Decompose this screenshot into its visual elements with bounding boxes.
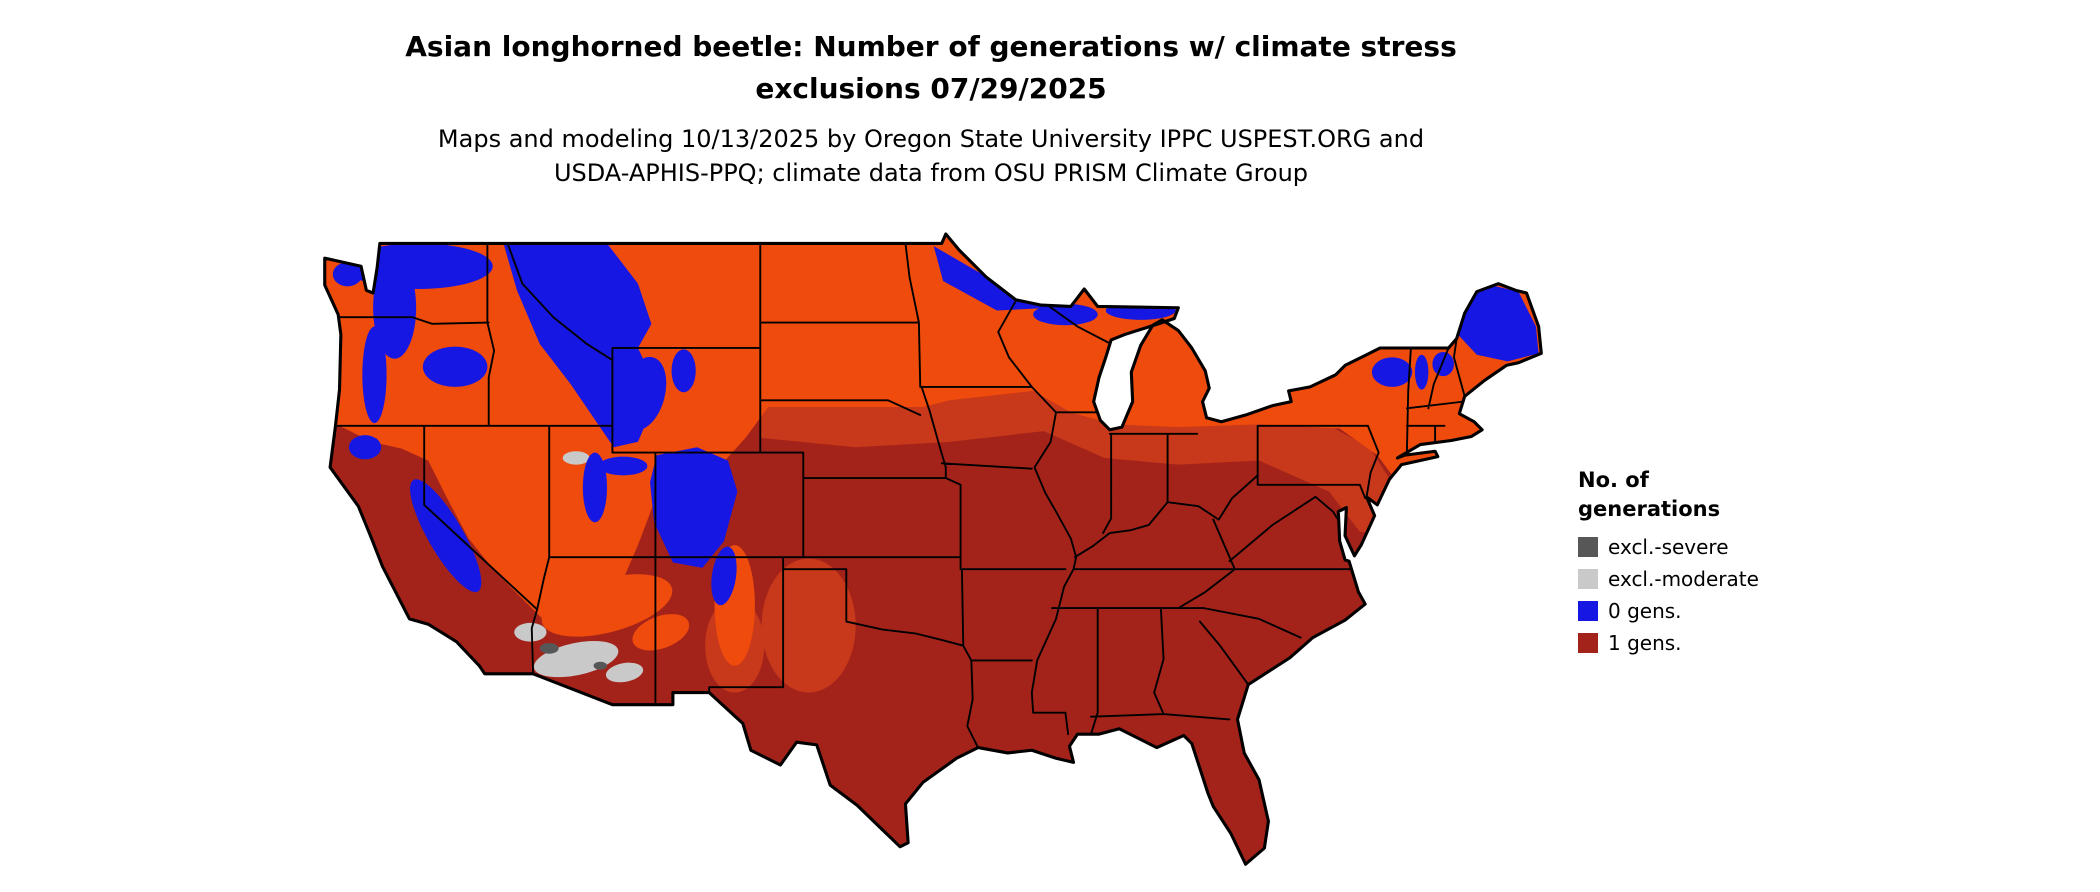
legend-swatch-zero-gens <box>1578 601 1598 621</box>
region-exclusion-severe <box>539 642 608 670</box>
legend-row-excl-moderate: excl.-moderate <box>1578 568 1838 590</box>
legend-label-zero-gens: 0 gens. <box>1608 599 1682 623</box>
title-line-1: Asian longhorned beetle: Number of gener… <box>405 30 1457 63</box>
title-line-2: exclusions 07/29/2025 <box>755 72 1107 105</box>
state-borders <box>334 242 1466 749</box>
legend-label-one-gens: 1 gens. <box>1608 631 1682 655</box>
legend-row-one-gens: 1 gens. <box>1578 632 1838 654</box>
us-map <box>318 230 1544 883</box>
subtitle-line-2: USDA-APHIS-PPQ; climate data from OSU PR… <box>553 159 1309 187</box>
legend-swatch-excl-moderate <box>1578 569 1598 589</box>
us-map-svg <box>323 232 1543 866</box>
map-legend: No. of generations excl.-severe excl.-mo… <box>1578 466 1838 664</box>
legend-label-excl-moderate: excl.-moderate <box>1608 567 1759 591</box>
map-title: Asian longhorned beetle: Number of gener… <box>0 26 1862 110</box>
map-subtitle: Maps and modeling 10/13/2025 by Oregon S… <box>0 122 1862 190</box>
legend-row-zero-gens: 0 gens. <box>1578 600 1838 622</box>
legend-items: excl.-severe excl.-moderate 0 gens. 1 ge… <box>1578 536 1838 654</box>
legend-title-line-1: No. of <box>1578 468 1649 492</box>
subtitle-line-1: Maps and modeling 10/13/2025 by Oregon S… <box>437 125 1425 153</box>
legend-title-line-2: generations <box>1578 497 1721 521</box>
legend-swatch-one-gens <box>1578 633 1598 653</box>
legend-swatch-excl-severe <box>1578 537 1598 557</box>
legend-label-excl-severe: excl.-severe <box>1608 535 1729 559</box>
map-fill-layers <box>324 234 1542 865</box>
legend-row-excl-severe: excl.-severe <box>1578 536 1838 558</box>
